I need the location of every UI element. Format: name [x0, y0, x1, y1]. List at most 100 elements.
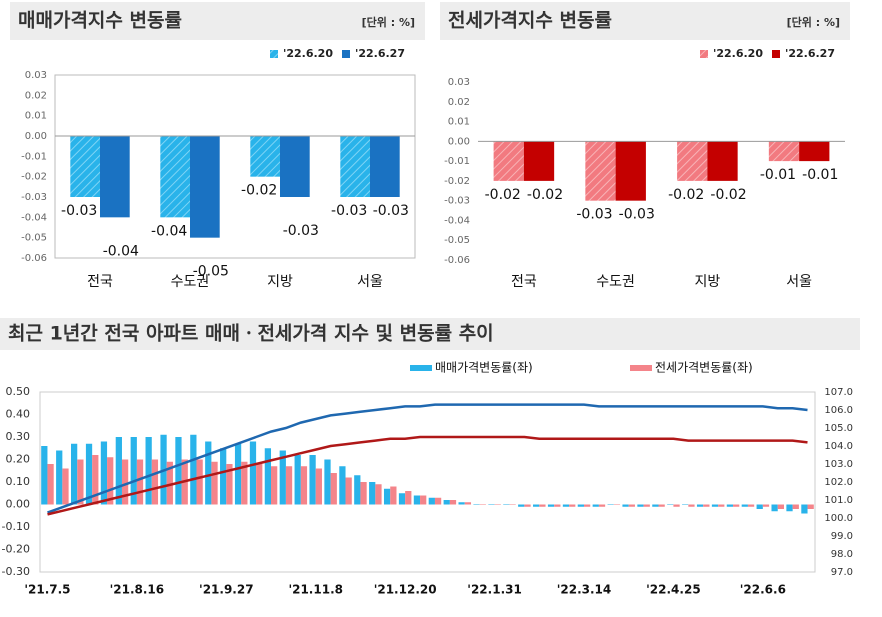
- y-tick-label: 0.00: [448, 136, 470, 147]
- bar: [628, 504, 635, 507]
- bar: [533, 504, 540, 507]
- bar: [677, 141, 708, 181]
- bar: [77, 459, 84, 505]
- x-tick-label: 서울: [357, 274, 383, 290]
- value-label: -0.03: [373, 203, 409, 219]
- legend-swatch: [772, 50, 780, 58]
- bar: [592, 504, 599, 507]
- bar: [100, 441, 108, 505]
- y2-tick-label: 101.0: [824, 495, 853, 506]
- bar: [493, 141, 524, 181]
- bar: [449, 500, 457, 505]
- y-tick-label: 0.00: [25, 131, 47, 142]
- bar: [733, 504, 740, 507]
- y-tick-label: 0.02: [448, 97, 470, 108]
- bar: [324, 459, 331, 505]
- bar: [47, 464, 54, 505]
- x-tick-label: 지방: [267, 274, 293, 290]
- y2-tick-label: 97.0: [831, 567, 853, 578]
- legend-swatch: [700, 50, 708, 58]
- bar: [360, 482, 367, 505]
- header-band: [440, 2, 850, 40]
- y-tick-label: 0.02: [25, 90, 47, 101]
- bar: [115, 437, 122, 505]
- unit-label: [단위 : %]: [362, 15, 415, 29]
- value-label: -0.02: [668, 187, 704, 203]
- bar: [190, 434, 197, 505]
- y-tick-label: -0.03: [21, 192, 47, 203]
- bar: [271, 466, 278, 505]
- value-label: -0.05: [193, 264, 229, 280]
- bar: [256, 464, 263, 505]
- bar: [375, 484, 382, 505]
- header-band: [10, 2, 425, 40]
- bar: [300, 466, 308, 505]
- bar: [622, 504, 629, 507]
- bar: [330, 473, 337, 505]
- y-tick-label: -0.04: [444, 215, 470, 226]
- y-tick-label: -0.06: [444, 255, 470, 266]
- bar: [340, 136, 370, 197]
- y-tick-label: -0.06: [21, 253, 47, 264]
- y2-tick-label: 100.0: [824, 513, 853, 524]
- legend-label: '22.6.27: [355, 47, 405, 60]
- x-tick-label: '21.8.16: [110, 583, 165, 597]
- bar: [652, 504, 659, 507]
- bar: [121, 459, 129, 505]
- y2-tick-label: 99.0: [831, 531, 853, 542]
- y2-tick-label: 104.0: [824, 441, 853, 452]
- bar: [682, 504, 689, 505]
- bar: [786, 504, 793, 512]
- chart-title: 전세가격지수 변동률: [448, 10, 612, 32]
- y2-tick-label: 103.0: [824, 459, 853, 470]
- y-tick-label: 0.01: [25, 111, 47, 122]
- bar: [264, 448, 272, 505]
- bar: [583, 504, 591, 507]
- legend-label: '22.6.20: [283, 47, 333, 60]
- legend-swatch: [630, 365, 652, 371]
- bar: [92, 455, 99, 505]
- bar: [145, 437, 152, 505]
- bar: [771, 504, 778, 512]
- bar: [151, 459, 159, 505]
- legend-label: 매매가격변동률(좌): [435, 361, 533, 375]
- bar: [503, 504, 510, 505]
- value-label: -0.01: [802, 167, 838, 183]
- value-label: -0.02: [710, 187, 746, 203]
- bar: [107, 457, 114, 505]
- bar: [196, 459, 203, 505]
- bar: [56, 450, 63, 505]
- bar: [703, 504, 710, 507]
- bar: [539, 504, 546, 507]
- y-tick-label: 0.10: [6, 475, 31, 488]
- bar: [62, 468, 69, 505]
- bar: [554, 504, 561, 507]
- bar: [707, 141, 738, 181]
- bar: [518, 504, 525, 507]
- bar: [801, 504, 808, 514]
- bar: [211, 461, 218, 505]
- bar: [249, 441, 257, 505]
- bar: [41, 446, 48, 505]
- bar: [190, 136, 220, 238]
- x-tick-label: '22.4.25: [646, 583, 701, 597]
- y-tick-label: 0.40: [6, 408, 31, 421]
- y-tick-label: -0.04: [21, 212, 47, 223]
- x-tick-label: 서울: [786, 274, 812, 290]
- bar: [607, 504, 614, 505]
- x-tick-label: '22.6.6: [740, 583, 786, 597]
- bar: [294, 455, 301, 505]
- bar: [369, 482, 376, 505]
- bar: [577, 504, 584, 507]
- bar: [637, 504, 644, 507]
- bar: [130, 437, 137, 505]
- bar: [434, 497, 442, 505]
- bar: [315, 468, 322, 505]
- index-line: [47, 435, 808, 516]
- y-tick-label: 0.30: [6, 430, 31, 443]
- bar: [420, 495, 427, 505]
- x-tick-label: 수도권: [596, 274, 635, 290]
- bar: [226, 464, 233, 505]
- legend-swatch: [270, 50, 278, 58]
- unit-label: [단위 : %]: [787, 15, 840, 29]
